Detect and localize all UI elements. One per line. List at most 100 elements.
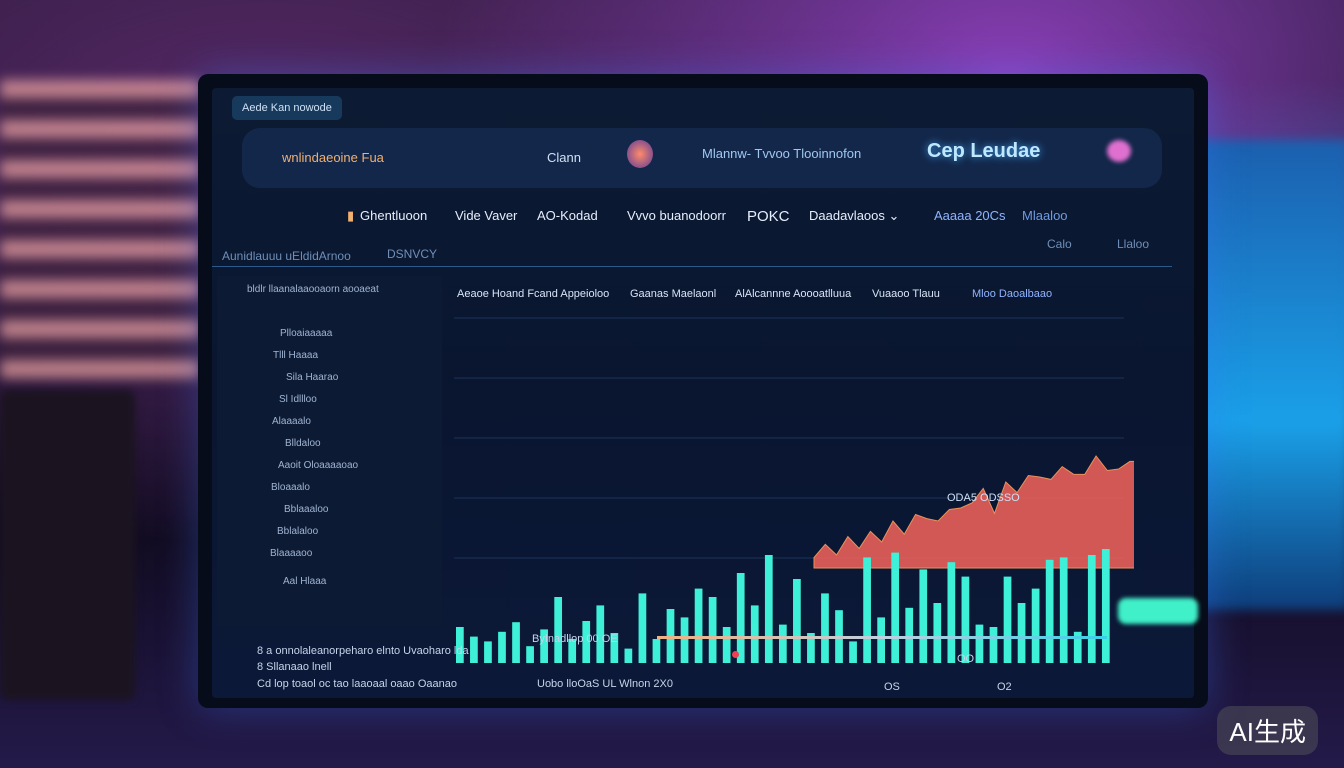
nav-item[interactable]: Ghentluoon [360, 208, 428, 223]
sidebar-item[interactable]: Blaaaaoo [270, 548, 313, 559]
nav-item[interactable]: POKC [747, 208, 790, 225]
sidebar-item[interactable]: Plloaiaaaaa [280, 328, 333, 339]
sub-label: Aunidlauuu uEldidArnoo [222, 249, 351, 263]
brand: wnlindaeoine Fua [282, 150, 384, 165]
bar [863, 557, 871, 663]
bar [568, 639, 577, 663]
sidebar-item[interactable]: Blldaloo [285, 438, 321, 449]
monitor: Aede Kan nowode wnlindaeoine Fua Clann M… [198, 74, 1208, 708]
bar [961, 576, 970, 663]
bar [554, 597, 563, 663]
bar [877, 617, 885, 663]
bar [582, 621, 591, 663]
bottom-value: OO [957, 653, 975, 665]
glow-button[interactable] [1118, 598, 1198, 624]
bar [947, 562, 956, 663]
sub-link[interactable]: Llaloo [1117, 237, 1150, 251]
sub-label: DSNVCY [387, 247, 438, 261]
bar [849, 641, 857, 663]
bar [610, 633, 619, 663]
tab[interactable]: Mloo Daoalbaao [972, 288, 1053, 300]
bar [1003, 576, 1012, 663]
background-blinds [0, 80, 200, 380]
top-pill[interactable]: Aede Kan nowode [232, 96, 342, 120]
bar [919, 569, 928, 663]
bar [722, 627, 731, 663]
watermark: AI生成 [1217, 706, 1318, 755]
sidebar-item[interactable]: Alaaaalo [272, 416, 311, 427]
nav-item[interactable]: Daadavlaoos ⌄ [809, 208, 900, 223]
nav-item[interactable]: AO-Kodad [537, 208, 598, 223]
avatar[interactable] [1107, 140, 1131, 162]
bar [638, 593, 647, 663]
ticker: ODA5 ODSSO [947, 492, 1020, 504]
bar [484, 641, 492, 663]
bar [694, 588, 703, 663]
sidebar-item[interactable]: bldlr llaanalaaooaorn aooaeat [247, 284, 379, 295]
bottom-label: Uobo lloOaS UL Wlnon 2X0 [537, 678, 673, 690]
nav-item[interactable]: Aaaaa 20Cs [934, 208, 1006, 223]
dashboard-screen: Aede Kan nowode wnlindaeoine Fua Clann M… [212, 88, 1194, 698]
bar [778, 624, 787, 663]
tab[interactable]: AlAlcannne Aoooatlluua [735, 288, 852, 300]
tab[interactable]: Gaanas Maelaonl [630, 288, 717, 300]
bar [1031, 588, 1040, 663]
bar [512, 622, 520, 663]
sidebar-item[interactable]: Sila Haarao [286, 372, 339, 383]
status-dot [732, 651, 739, 658]
tab[interactable]: Vuaaoo Tlauu [872, 288, 940, 300]
bar [526, 646, 534, 663]
header-title: Cep Leudae [927, 140, 1041, 162]
sidebar-item[interactable]: Tlll Haaaa [273, 350, 319, 361]
bar [933, 603, 942, 663]
area-series [813, 455, 1134, 569]
header-bar: wnlindaeoine Fua Clann Mlannw- Tvvoo Tlo… [242, 128, 1162, 188]
bar [764, 555, 773, 663]
bar [905, 607, 914, 663]
background-monitor [1190, 140, 1344, 610]
bar [540, 629, 548, 663]
bar [975, 624, 984, 663]
bar [680, 617, 689, 663]
bar [1059, 557, 1068, 663]
sidebar-item[interactable]: Aal Hlaaa [283, 576, 327, 587]
header-item[interactable]: Mlannw- Tvvoo Tlooinnofon [702, 146, 862, 161]
nav-item[interactable]: Mlaaloo [1022, 208, 1068, 223]
bar [1073, 631, 1082, 663]
bar [736, 573, 745, 663]
timeline-line [657, 636, 1107, 639]
sub-link[interactable]: Calo [1047, 237, 1072, 251]
sidebar-item[interactable]: Sl Idllloo [279, 394, 317, 405]
tab[interactable]: Aeaoe Hoand Fcand Appeioloo [457, 288, 610, 300]
main-chart [454, 317, 1134, 663]
bottom-label: ByInadllop 00 OE [532, 633, 618, 645]
sub-bar: Aunidlauuu uEldidArnoo DSNVCY Calo Llalo… [212, 237, 1172, 267]
bar [498, 631, 506, 663]
bar [652, 639, 661, 663]
nav-item[interactable]: Vide Vaver [455, 208, 518, 223]
bottom-value: OS [884, 681, 900, 693]
bottom-value: O2 [997, 681, 1012, 693]
sidebar-item[interactable]: Bloaaalo [271, 482, 310, 493]
bar [470, 636, 478, 663]
bar [1045, 559, 1054, 663]
bar [891, 552, 900, 663]
bar [989, 627, 998, 663]
bar [750, 605, 759, 663]
bar [1087, 555, 1096, 663]
bar [1101, 549, 1110, 663]
bar [456, 627, 464, 663]
note: 8 Sllanaao lnell [257, 661, 332, 673]
bar [708, 597, 717, 663]
sidebar-item[interactable]: Aaoit Oloaaaaoao [278, 460, 359, 471]
header-item[interactable]: Clann [547, 150, 581, 165]
bar [807, 633, 815, 663]
note: 8 a onnolaleanorpeharo elnto Uvaoharo ld… [257, 645, 469, 657]
bar [596, 605, 605, 663]
background-laptop [0, 390, 135, 700]
sidebar-item[interactable]: Bblalaloo [277, 526, 319, 537]
nav-item[interactable]: Vvvo buanodoorr [627, 208, 727, 223]
note[interactable]: Cd lop toaol oc tao laaoaal oaao Oaanao [257, 678, 457, 690]
sidebar: bldlr llaanalaaooaorn aooaeat Plloaiaaaaa… [217, 276, 442, 626]
sidebar-item[interactable]: Bblaaaloo [284, 504, 329, 515]
